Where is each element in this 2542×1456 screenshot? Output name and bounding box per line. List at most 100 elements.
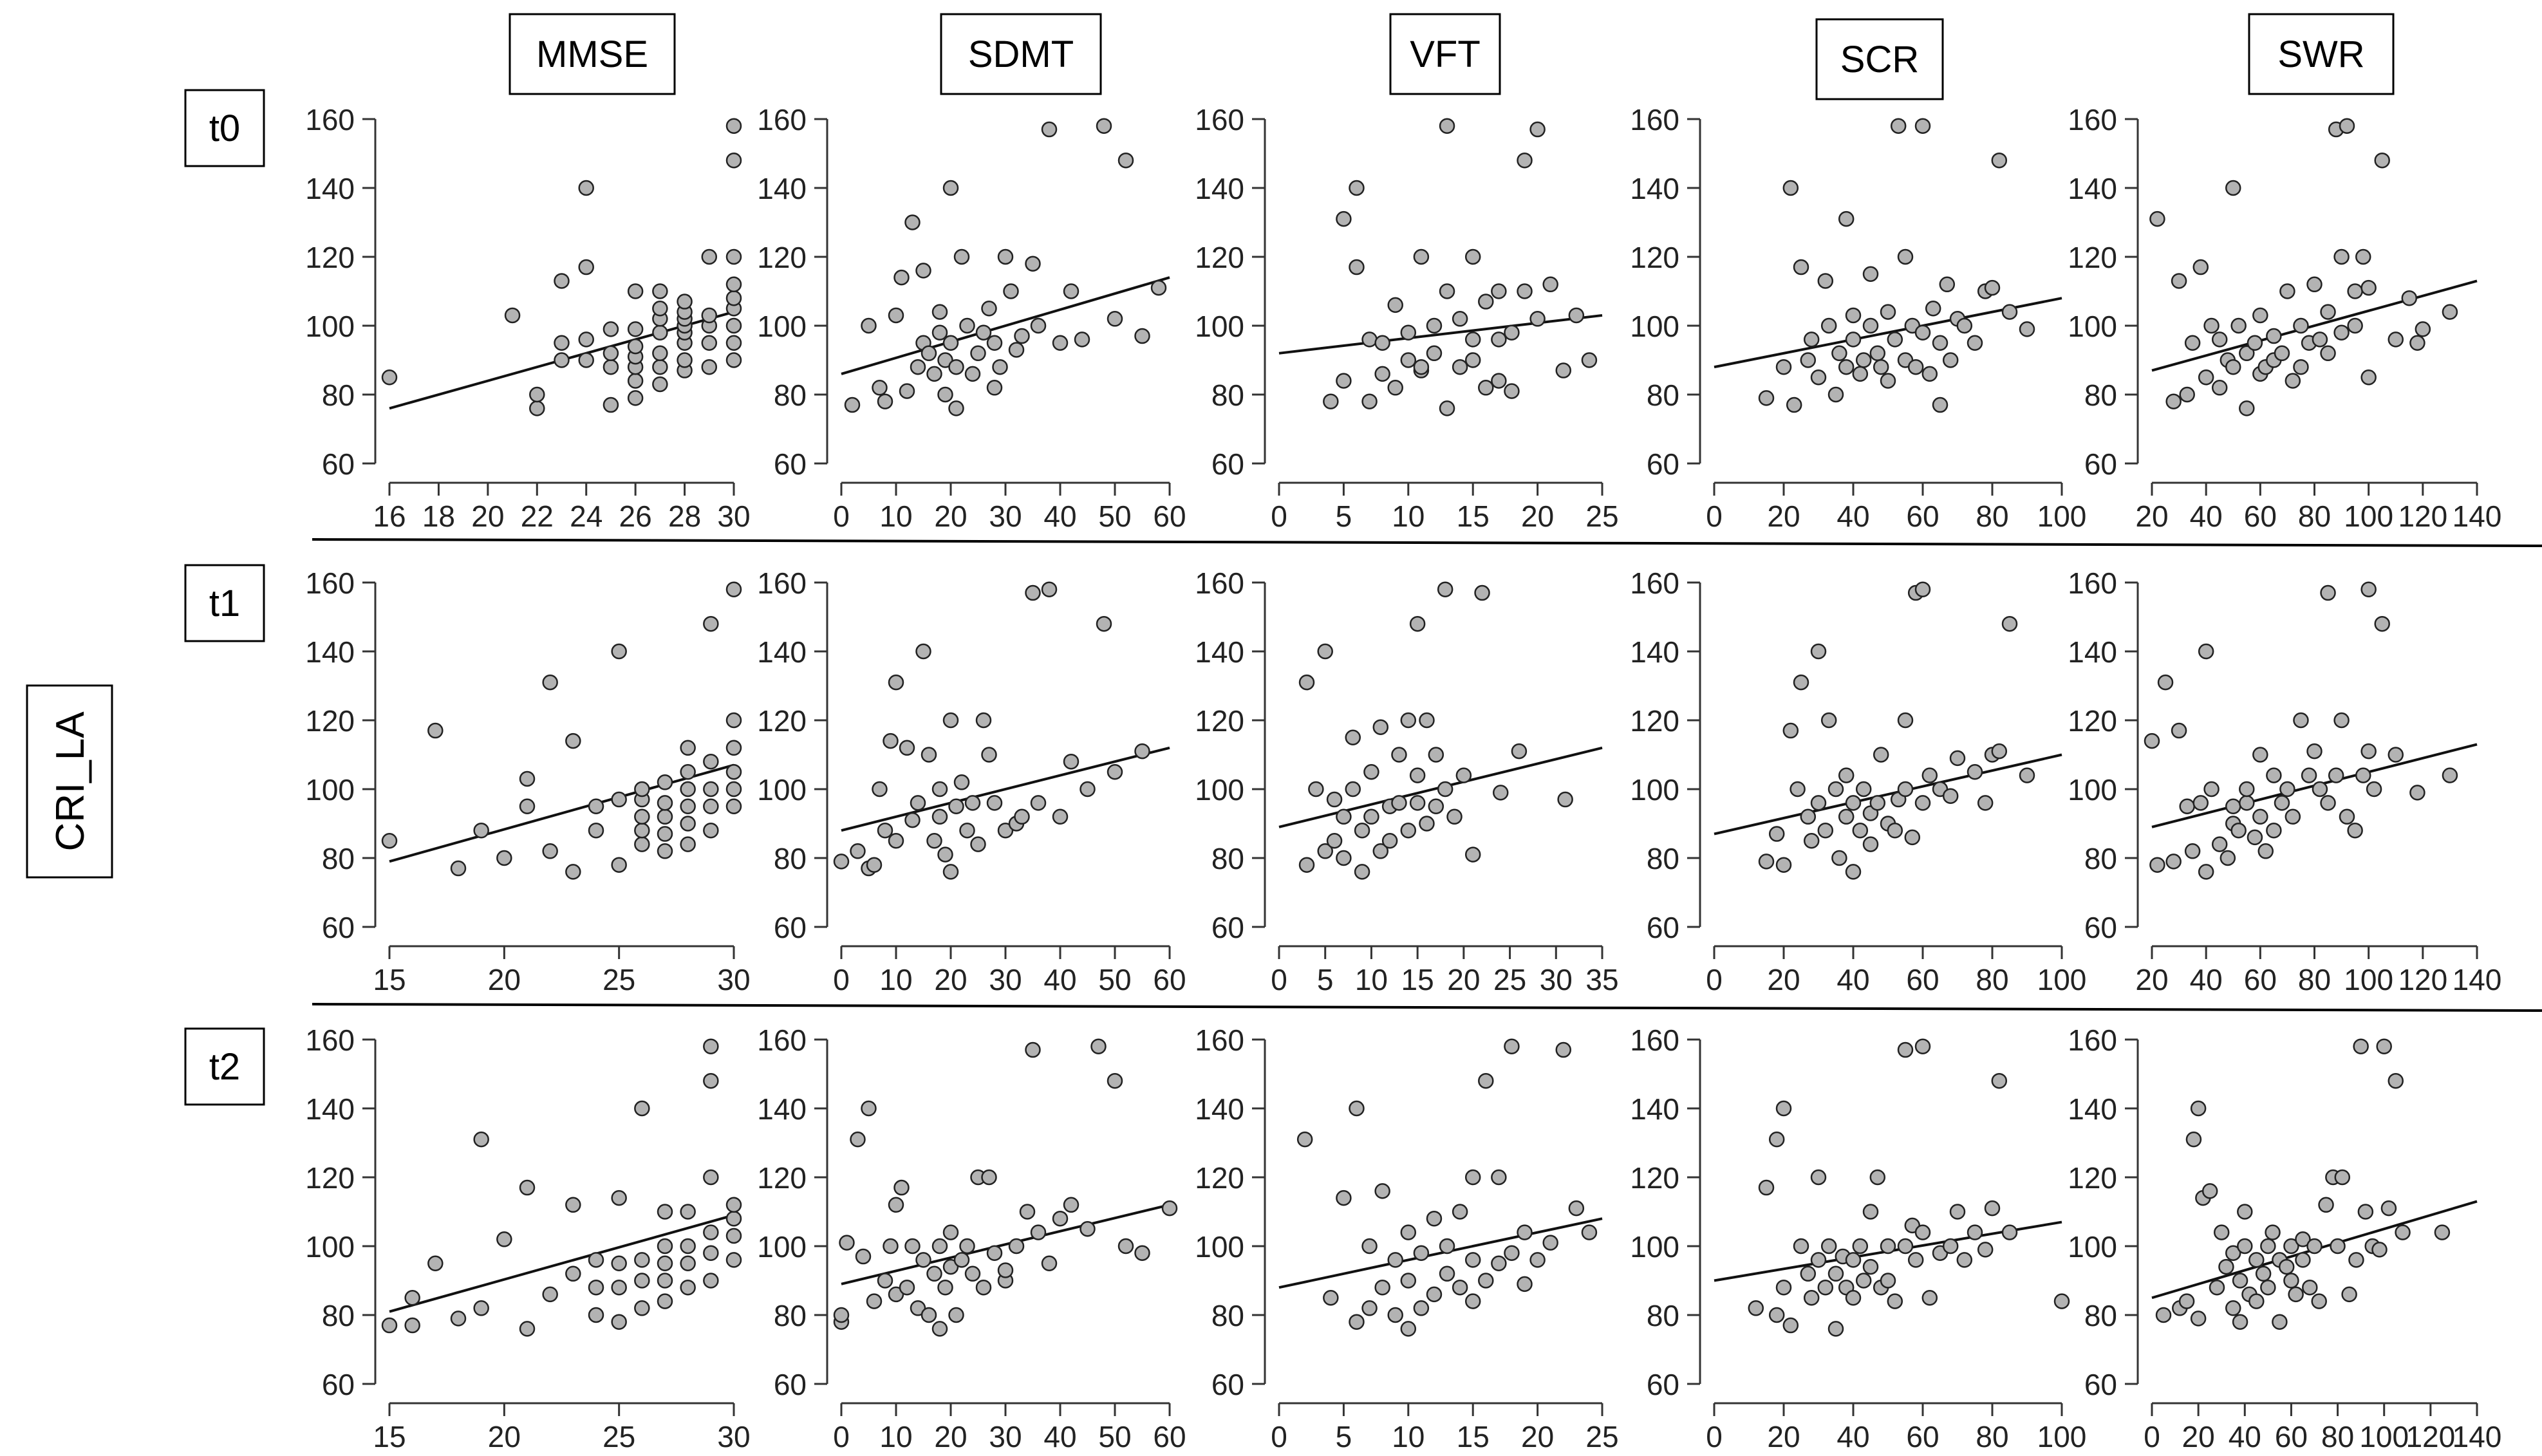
scatter-point: [1793, 1238, 1809, 1255]
scatter-point: [1775, 359, 1792, 375]
scatter-point: [2374, 152, 2390, 169]
scatter-point: [1391, 747, 1407, 763]
scatter-point: [2374, 615, 2390, 632]
scatter-point: [970, 345, 986, 362]
scatter-point: [1150, 279, 1167, 296]
scatter-point: [948, 1307, 964, 1323]
y-tick-label: 60: [1211, 1368, 1244, 1401]
regression-line: [389, 763, 734, 863]
scatter-point: [1838, 808, 1855, 825]
scatter-point: [2301, 767, 2317, 783]
scatter-point: [725, 712, 742, 729]
scatter-point: [2293, 712, 2309, 729]
scatter-point: [1474, 584, 1490, 601]
scatter-point: [2415, 321, 2431, 337]
scatter-point: [1052, 808, 1069, 825]
scatter-point: [2409, 335, 2425, 351]
scatter-point: [1768, 1307, 1785, 1323]
scatter-point: [554, 335, 570, 351]
scatter-point: [1820, 712, 1837, 729]
scatter-point: [1464, 1293, 1481, 1309]
scatter-point: [680, 1279, 696, 1296]
scatter-point: [1400, 324, 1417, 341]
panel-t0-mmse: 60 80 100 120 140 160 16 18 20 22 24 26 28 30: [305, 103, 750, 533]
scatter-point: [872, 380, 888, 396]
scatter-point: [565, 733, 581, 749]
x-tick-label: 18: [422, 499, 455, 533]
scatter-point: [1855, 781, 1872, 798]
scatter-point: [1428, 747, 1444, 763]
scatter-point: [1932, 397, 1949, 413]
scatter-point: [1921, 767, 1938, 783]
scatter-point: [1336, 1190, 1352, 1206]
scatter-point: [1956, 317, 1973, 334]
scatter-point: [1437, 581, 1453, 597]
scatter-point: [1349, 259, 1365, 275]
scatter-point: [2434, 1224, 2451, 1240]
scatter-point: [703, 822, 719, 839]
scatter-point: [1354, 822, 1370, 839]
x-tick-label: 60: [1153, 499, 1186, 533]
y-tick-label: 120: [757, 1161, 807, 1195]
panel-t2-sdmt: 60 80 100 120 140 160 0 10 20 30 40 50 60: [757, 1023, 1186, 1453]
x-tick-label: 80: [2321, 1420, 2354, 1453]
scatter-point: [725, 1197, 742, 1213]
y-tick-label: 100: [1195, 1230, 1244, 1264]
scatter-point: [833, 854, 850, 870]
scatter-point: [703, 1038, 719, 1054]
scatter-point: [1428, 798, 1444, 814]
scatter-point: [1336, 850, 1352, 866]
x-tick-label: 20: [1521, 499, 1554, 533]
scatter-point: [1810, 795, 1827, 811]
scatter-point: [1914, 118, 1931, 134]
scatter-point: [2203, 317, 2220, 334]
y-tick-label: 60: [1647, 1368, 1679, 1401]
scatter-point: [627, 390, 644, 406]
x-tick-label: 120: [2398, 499, 2447, 533]
scatter-point: [725, 317, 742, 334]
y-tick-label: 60: [774, 1368, 807, 1401]
scatter-point: [611, 643, 627, 660]
scatter-point: [703, 781, 719, 798]
y-tick-label: 120: [1195, 1161, 1244, 1195]
scatter-point: [657, 1255, 673, 1271]
y-tick-label: 120: [2068, 241, 2117, 274]
scatter-point: [603, 359, 619, 375]
x-tick-label: 5: [1336, 499, 1352, 533]
scatter-point: [1803, 1290, 1820, 1306]
x-tick-label: 60: [2244, 963, 2277, 996]
scatter-point: [877, 1273, 893, 1289]
scatter-point: [1838, 767, 1855, 783]
scatter-point: [888, 1286, 904, 1303]
scatter-point: [2001, 304, 2018, 320]
scatter-point: [703, 1273, 719, 1289]
scatter-point: [634, 808, 650, 825]
scatter-point: [975, 1279, 992, 1296]
scatter-point: [1446, 808, 1463, 825]
x-tick-label: 80: [1976, 499, 2008, 533]
scatter-point: [1409, 615, 1426, 632]
scatter-point: [888, 833, 904, 849]
scatter-point: [1439, 1265, 1455, 1282]
scatter-point: [554, 352, 570, 368]
x-tick-label: 30: [717, 1420, 750, 1453]
scatter-point: [1827, 1265, 1844, 1282]
scatter-point: [1873, 359, 1889, 375]
scatter-point: [1984, 279, 2001, 296]
scatter-point: [893, 1179, 910, 1196]
scatter-point: [1786, 397, 1802, 413]
scatter-point: [1079, 781, 1096, 798]
scatter-point: [1932, 335, 1949, 351]
scatter-point: [1800, 808, 1817, 825]
scatter-point: [2347, 317, 2363, 334]
regression-line: [1278, 313, 1603, 355]
scatter-point: [1504, 1038, 1520, 1054]
scatter-point: [877, 822, 893, 839]
scatter-point: [2248, 1293, 2265, 1309]
scatter-point: [554, 273, 570, 289]
y-tick-label: 80: [1647, 1299, 1679, 1332]
scatter-point: [1030, 317, 1047, 334]
scatter-point: [861, 1100, 877, 1117]
y-tick-label: 80: [774, 1299, 807, 1332]
scatter-point: [2201, 1183, 2218, 1199]
